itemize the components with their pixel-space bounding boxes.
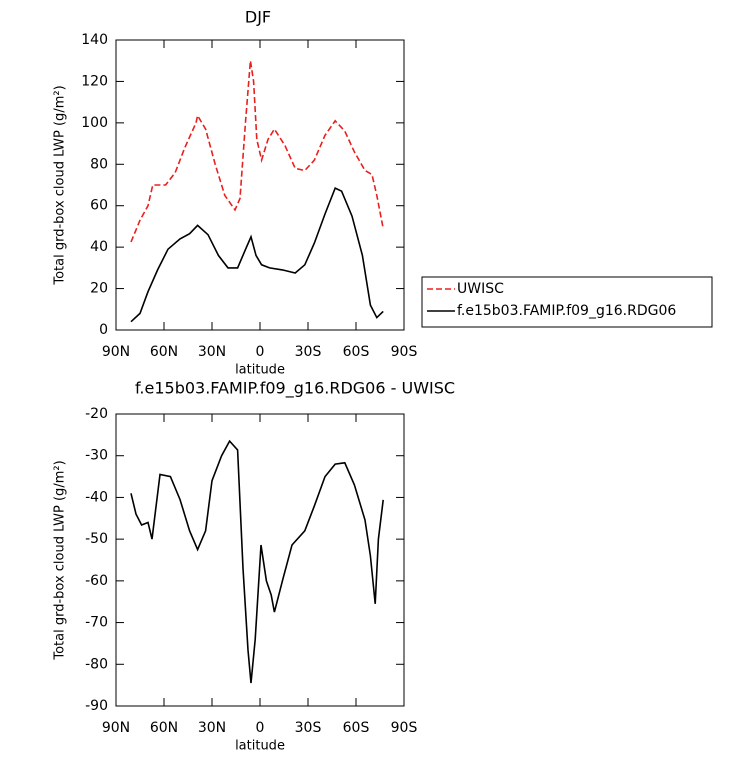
y-tick-label: 120 (81, 73, 108, 89)
x-tick-label: 30N (198, 344, 226, 360)
chart-title: f.e15b03.FAMIP.f09_g16.RDG06 - UWISC (135, 379, 455, 399)
data-line (130, 60, 384, 243)
y-tick-label: 0 (99, 322, 108, 338)
y-tick-label: 40 (90, 239, 108, 255)
y-tick-label: -30 (85, 448, 108, 464)
x-tick-label: 90N (102, 344, 130, 360)
x-tick-label: 60N (150, 720, 178, 736)
x-tick-label: 0 (256, 344, 265, 360)
y-tick-label: 100 (81, 115, 108, 131)
y-tick-label: 80 (90, 156, 108, 172)
y-tick-label: 140 (81, 32, 108, 48)
y-tick-label: -20 (85, 406, 108, 422)
y-tick-label: -70 (85, 615, 108, 631)
x-tick-label: 60S (343, 344, 370, 360)
x-tick-label: 30N (198, 720, 226, 736)
y-tick-label: -40 (85, 489, 108, 505)
y-tick-label: -60 (85, 573, 108, 589)
y-tick-label: 20 (90, 281, 108, 297)
y-tick-label: 60 (90, 198, 108, 214)
legend-label: UWISC (457, 281, 504, 297)
data-line (130, 187, 384, 323)
legend-label: f.e15b03.FAMIP.f09_g16.RDG06 (457, 303, 676, 319)
y-axis-label: Total grd-box cloud LWP (g/m²) (53, 460, 68, 660)
x-tick-label: 30S (295, 720, 322, 736)
y-axis-label: Total grd-box cloud LWP (g/m²) (53, 85, 68, 285)
x-tick-label: 0 (256, 720, 265, 736)
x-tick-label: 90S (391, 344, 418, 360)
x-tick-label: 90N (102, 720, 130, 736)
y-tick-label: -80 (85, 656, 108, 672)
chart-title: DJF (245, 8, 271, 27)
y-tick-label: -50 (85, 531, 108, 547)
x-axis-label: latitude (235, 739, 285, 754)
data-line (130, 439, 384, 684)
y-tick-label: -90 (85, 698, 108, 714)
x-tick-label: 30S (295, 344, 322, 360)
x-axis-label: latitude (235, 363, 285, 378)
x-tick-label: 60N (150, 344, 178, 360)
x-tick-label: 90S (391, 720, 418, 736)
legend-box (421, 276, 713, 328)
x-tick-label: 60S (343, 720, 370, 736)
